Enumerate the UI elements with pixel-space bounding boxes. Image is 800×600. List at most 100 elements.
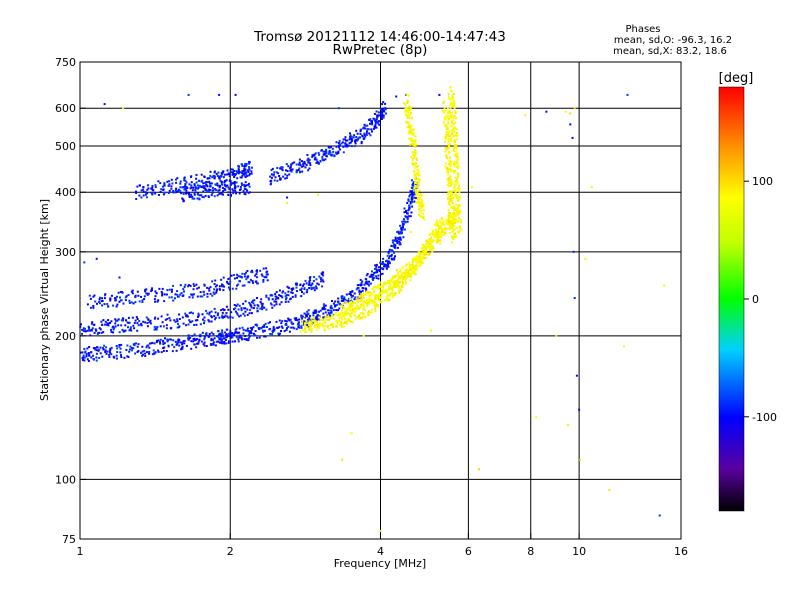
data-point [135,198,138,200]
data-point [220,309,223,312]
data-point [267,297,270,300]
data-point [415,260,418,263]
data-point [390,255,393,258]
data-point [263,329,266,332]
data-point [271,331,274,334]
data-point [238,331,241,334]
data-point [235,336,238,339]
data-point [196,287,199,290]
data-point [448,145,451,148]
data-point [146,188,149,191]
data-point [199,335,202,338]
data-point [213,171,216,174]
data-point [182,198,185,201]
data-point [269,321,271,324]
data-point [331,315,334,318]
data-point [437,234,439,237]
data-point [243,314,246,317]
data-point [135,190,137,193]
data-point [324,311,327,314]
data-point [416,261,419,264]
data-point [136,329,139,332]
data-point [110,346,113,349]
data-point [323,328,326,331]
data-point [449,103,452,106]
data-point [380,114,383,116]
data-point [408,267,411,270]
data-point [222,170,225,173]
data-point [261,325,264,328]
data-point [201,179,204,182]
data-point [355,136,358,138]
data-point [200,340,203,343]
data-point [417,201,420,204]
data-point [206,184,209,187]
data-point [455,234,457,237]
data-point [286,285,289,288]
data-point [380,118,383,120]
data-point [453,228,456,231]
data-point [157,180,160,183]
y-tick-label: 200 [55,330,76,343]
data-point [419,264,422,267]
data-point [162,185,164,188]
data-point [374,125,377,128]
data-point [458,212,461,215]
data-point [349,132,351,135]
data-point [392,286,395,289]
data-point [369,294,372,297]
data-point [307,160,310,163]
data-point [391,287,393,289]
data-point [351,290,354,292]
data-point [236,171,239,174]
data-point [429,232,432,235]
data-point [216,174,219,177]
data-point [144,193,147,196]
data-point [428,234,431,236]
data-point [428,253,431,255]
data-point [446,107,449,110]
data-point [174,320,177,323]
data-point [399,224,402,227]
data-point [407,132,410,135]
data-point [362,296,365,299]
data-point [360,293,363,296]
data-point [395,283,398,285]
data-point [453,99,455,102]
data-point [408,127,411,130]
data-point [447,128,449,131]
data-point [319,324,322,327]
data-point [308,283,311,286]
data-point [447,120,450,123]
data-point [308,158,311,161]
data-point [405,277,408,280]
data-point [325,148,328,151]
data-point [269,302,272,305]
data-point [224,339,227,341]
data-point [450,139,453,142]
data-point [410,129,413,132]
data-point [341,305,343,308]
data-point [168,296,171,299]
data-point [192,340,194,343]
data-point [380,115,383,118]
data-point [295,171,298,174]
data-point [411,260,414,263]
data-point [110,331,113,333]
data-point [190,193,193,196]
data-point [166,313,169,316]
data-point [273,171,276,174]
data-point [449,223,451,226]
data-point [198,184,201,187]
data-point [226,335,229,337]
data-point [447,217,450,220]
data-point [444,150,447,153]
data-point [414,139,417,142]
data-point [371,130,374,133]
data-point [398,240,401,243]
data-point [448,135,451,138]
data-point [400,285,403,288]
data-point [431,250,434,253]
data-point [376,121,379,124]
data-point [180,292,183,295]
